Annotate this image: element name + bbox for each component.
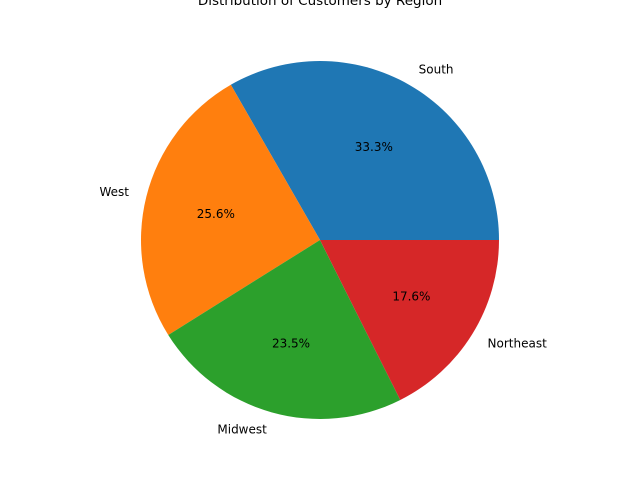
slice-percent-west: 25.6%: [197, 207, 235, 221]
slice-label-midwest: Midwest: [217, 423, 267, 437]
pie-slice-west: [141, 84, 320, 335]
slice-label-south: South: [419, 63, 454, 77]
pie-slice-midwest: [168, 240, 401, 419]
slice-percent-south: 33.3%: [355, 140, 393, 154]
chart-title: Distribution of Customers by Region: [198, 0, 442, 9]
slice-percent-northeast: 17.6%: [392, 289, 430, 303]
slice-label-northeast: Northeast: [488, 336, 548, 350]
pie-slice-northeast: [320, 240, 499, 400]
slice-label-west: West: [99, 185, 129, 199]
pie-slice-south: [230, 60, 499, 241]
slice-percent-midwest: 23.5%: [272, 336, 310, 350]
